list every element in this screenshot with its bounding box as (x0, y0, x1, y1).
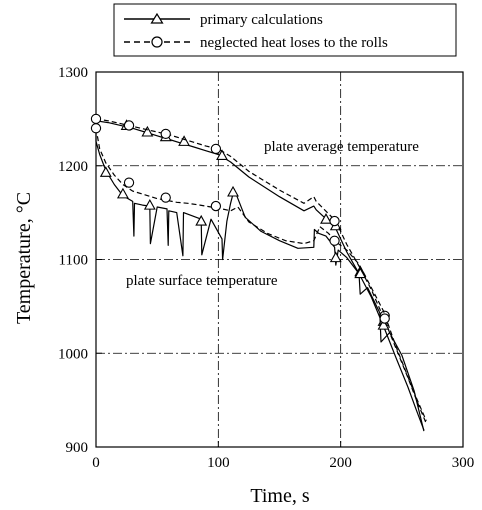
y-tick-label: 1200 (58, 159, 88, 175)
triangle-marker (178, 135, 191, 146)
x-tick-label: 200 (329, 455, 352, 471)
x-tick-label: 0 (92, 455, 100, 471)
circle-marker (210, 143, 222, 155)
triangle-marker (216, 149, 228, 160)
series-2-primary (95, 132, 425, 432)
circle-marker (210, 200, 222, 212)
triangle-marker (354, 267, 367, 279)
legend-label-neglected: neglected heat loses to the rolls (200, 35, 388, 51)
triangle-marker (377, 318, 390, 330)
circle-marker (329, 215, 340, 227)
triangle-marker (116, 187, 129, 199)
legend-circle-marker (151, 36, 163, 48)
grid-lines (96, 72, 463, 447)
triangle-marker (329, 251, 342, 263)
circle-marker (160, 192, 171, 203)
y-tick-label: 1000 (58, 346, 88, 362)
axis-ticks: 0 100 200 300 900 1000 1100 1200 1300 (58, 65, 474, 471)
annotation-average: plate average temperature (264, 139, 419, 155)
y-tick-label: 900 (66, 440, 89, 456)
circle-marker (90, 123, 102, 134)
x-axis-label: Time, s (250, 485, 310, 507)
y-axis-label: Temperature, °C (13, 192, 35, 324)
legend: primary calculations neglected heat lose… (113, 3, 457, 57)
triangle-marker (195, 214, 208, 226)
y-tick-label: 1300 (58, 65, 88, 81)
y-tick-label: 1100 (59, 253, 88, 269)
circle-marker (123, 177, 135, 188)
circle-marker (90, 113, 102, 125)
circle-marker (123, 120, 135, 131)
x-tick-label: 300 (452, 455, 475, 471)
circle-marker (379, 313, 390, 324)
legend-triangle-marker (150, 12, 164, 24)
series-line (95, 118, 427, 424)
series-line (95, 128, 427, 422)
triangle-marker (141, 125, 154, 137)
x-tick-label: 100 (207, 455, 230, 471)
circle-marker (329, 235, 340, 246)
triangle-marker (99, 166, 112, 177)
annotation-surface: plate surface temperature (126, 273, 278, 289)
series-3-neglected (90, 123, 427, 422)
series-layer (90, 113, 427, 432)
legend-label-primary: primary calculations (200, 12, 323, 28)
triangle-marker (143, 198, 156, 210)
circle-marker (160, 128, 171, 140)
triangle-marker (227, 185, 239, 197)
legend-box (113, 3, 457, 57)
triangle-marker (320, 213, 332, 224)
